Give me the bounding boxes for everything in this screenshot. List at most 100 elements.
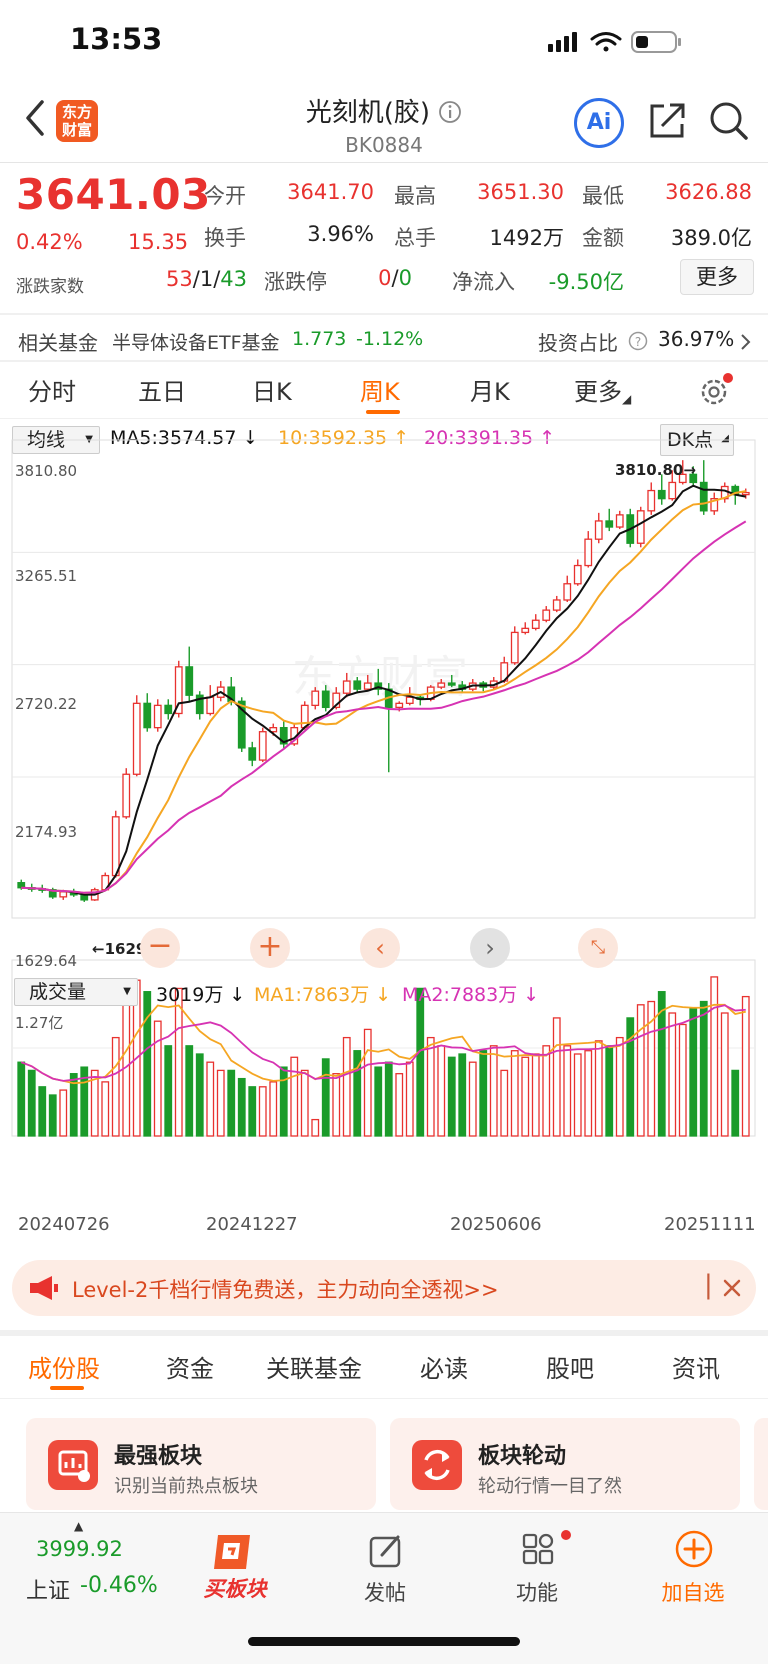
ma10-line xyxy=(21,490,746,894)
post-label[interactable]: 发帖 xyxy=(364,1581,406,1605)
volume-bar xyxy=(689,1007,698,1137)
function-label[interactable]: 功能 xyxy=(516,1581,558,1605)
index-value[interactable]: 3999.92 xyxy=(36,1537,123,1561)
volume-bar xyxy=(678,1023,687,1137)
tab-weekly-k[interactable]: 周K xyxy=(360,378,400,406)
tab-constituents[interactable]: 成份股 xyxy=(28,1355,100,1383)
tab-more[interactable]: 更多◢ xyxy=(574,372,631,407)
amount-value: 389.0亿 xyxy=(670,226,752,250)
search-icon[interactable] xyxy=(708,100,750,142)
candle-body xyxy=(153,704,162,729)
candle-body xyxy=(668,481,677,500)
volume-bar xyxy=(426,1036,435,1137)
volume-bar xyxy=(290,1056,299,1137)
candle-body xyxy=(741,491,750,496)
volume-bar xyxy=(353,1050,362,1137)
tab-monthly-k[interactable]: 月K xyxy=(470,378,510,406)
volume-bar xyxy=(17,1061,26,1137)
tab-daily-k[interactable]: 日K xyxy=(252,378,292,406)
index-name[interactable]: 上证 xyxy=(26,1579,71,1604)
zoom-in-button[interactable]: + xyxy=(250,928,290,968)
zoom-out-button[interactable]: − xyxy=(140,928,180,968)
candle-body xyxy=(321,690,330,709)
add-watchlist-icon[interactable] xyxy=(674,1529,714,1569)
date-label-4: 20251111 xyxy=(664,1214,756,1235)
fullscreen-button[interactable]: ⤡ xyxy=(578,928,618,968)
volume-bar xyxy=(647,1000,656,1137)
volume-bar xyxy=(59,1089,68,1137)
volume-bar xyxy=(384,1061,393,1137)
volume-bar xyxy=(80,1066,89,1137)
candle-body xyxy=(17,882,26,889)
candle-body xyxy=(174,666,183,715)
candle-body xyxy=(542,609,551,621)
strongest-board-card[interactable]: 最强板块 识别当前热点板块 xyxy=(26,1418,376,1510)
battery-icon xyxy=(631,31,681,53)
volume-bar xyxy=(195,1053,204,1137)
related-fund-row[interactable]: 相关基金 半导体设备ETF基金 1.773 -1.12% 投资占比 ? 36.9… xyxy=(0,313,768,371)
candle-body xyxy=(363,682,372,690)
fund-price: 1.773 xyxy=(292,328,347,350)
share-icon[interactable] xyxy=(648,100,688,140)
info-icon[interactable] xyxy=(438,100,462,124)
volume-bar xyxy=(342,1036,351,1137)
volume-axis-max: 1.27亿 xyxy=(15,1014,64,1032)
board-rotation-card[interactable]: 板块轮动 轮动行情一目了然 xyxy=(390,1418,740,1510)
buy-board-label[interactable]: 买板块 xyxy=(203,1577,267,1601)
post-icon[interactable] xyxy=(368,1533,404,1569)
back-icon[interactable] xyxy=(22,98,46,138)
ratio-label: 投资占比 xyxy=(538,331,618,355)
candle-body xyxy=(573,564,582,585)
tab-must-read[interactable]: 必读 xyxy=(420,1355,468,1383)
date-label-3: 20250606 xyxy=(450,1214,542,1235)
level2-banner[interactable]: Level-2千档行情免费送，主力动向全透视>> | xyxy=(12,1260,756,1316)
volume-bar xyxy=(174,987,183,1137)
ma5-line xyxy=(21,484,746,896)
add-watchlist-label[interactable]: 加自选 xyxy=(661,1581,725,1605)
volume-bar xyxy=(69,1073,78,1137)
candle-body xyxy=(552,599,561,611)
settings-icon[interactable] xyxy=(696,370,736,410)
buy-board-icon[interactable] xyxy=(210,1529,258,1573)
candle-body xyxy=(122,773,131,818)
volume-bar xyxy=(741,995,750,1137)
candle-body xyxy=(636,510,645,544)
tab-news[interactable]: 资讯 xyxy=(672,1355,720,1383)
volume-bar xyxy=(311,1118,320,1137)
tab-forum[interactable]: 股吧 xyxy=(546,1355,594,1383)
volume-bar xyxy=(489,1045,498,1137)
tab-related-fund[interactable]: 关联基金 xyxy=(266,1355,362,1383)
ai-button[interactable]: Ai xyxy=(574,98,624,148)
netflow-value: -9.50亿 xyxy=(548,270,624,294)
price-axis-2: 3265.51 xyxy=(15,567,78,585)
fund-label: 相关基金 xyxy=(18,331,98,355)
help-icon[interactable]: ? xyxy=(628,331,648,351)
price-axis-bottom: 1629.64 xyxy=(15,952,78,970)
tab-capital[interactable]: 资金 xyxy=(166,1355,214,1383)
tab-intraday[interactable]: 分时 xyxy=(28,378,76,406)
more-quote-button[interactable]: 更多 xyxy=(680,259,754,295)
volume-bar xyxy=(27,1069,36,1137)
function-icon[interactable] xyxy=(520,1529,572,1571)
volume-bar xyxy=(626,1017,635,1137)
volume-bar xyxy=(500,1069,509,1137)
candle-body xyxy=(657,489,666,500)
ma10-value: 10:3592.35 ↑ xyxy=(278,427,410,449)
volume-selector[interactable]: 成交量 ▼ xyxy=(14,978,138,1006)
volume-label: 总手 xyxy=(394,226,436,250)
netflow-label: 净流入 xyxy=(452,270,515,294)
scroll-left-button[interactable]: ‹ xyxy=(360,928,400,968)
scroll-right-button[interactable]: › xyxy=(470,928,510,968)
volume-bar xyxy=(206,1061,215,1137)
card-peek xyxy=(754,1418,768,1510)
volume-bar xyxy=(90,1069,99,1137)
candle-body xyxy=(405,696,414,704)
kline-chart[interactable]: 东方财富 xyxy=(0,430,768,1230)
volume-bar xyxy=(300,1069,309,1137)
amount-label: 金额 xyxy=(582,226,624,250)
close-icon[interactable] xyxy=(722,1278,742,1298)
tab-five-day[interactable]: 五日 xyxy=(138,378,186,406)
index-change[interactable]: -0.46% xyxy=(80,1573,158,1598)
volume-bar xyxy=(258,1086,267,1137)
ma20-line xyxy=(21,520,747,894)
